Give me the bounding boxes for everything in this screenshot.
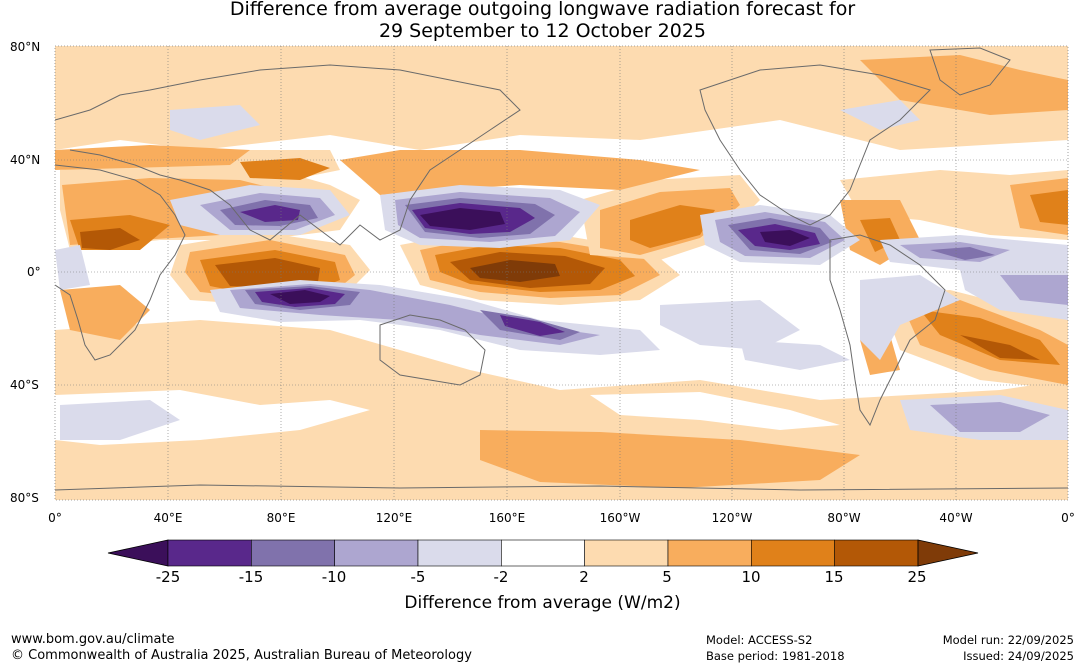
- lat-label-40n: 40°N: [10, 153, 41, 167]
- lon-label-0-west: 0°: [48, 511, 62, 525]
- map-title-line2: 29 September to 12 October 2025: [378, 20, 707, 42]
- europe-asia-outline: [55, 64, 521, 246]
- lat-label-equator: 0°: [27, 265, 41, 279]
- coastlines: [55, 47, 1068, 491]
- colorbar-cell: [501, 539, 585, 567]
- footer-issued: Issued: 24/09/2025: [963, 649, 1074, 663]
- colorbar-cells: [167, 539, 919, 567]
- lon-label-40w: 40°W: [939, 511, 973, 525]
- antarctica-outline: [55, 484, 1068, 491]
- lon-label-160e: 160°E: [488, 511, 526, 525]
- greenland-outline: [929, 47, 1011, 96]
- lon-label-120w: 120°W: [711, 511, 753, 525]
- colorbar-cell: [584, 539, 669, 567]
- footer-model: Model: ACCESS-S2: [706, 633, 813, 647]
- lon-label-40e: 40°E: [153, 511, 183, 525]
- colorbar-tick: -10: [321, 568, 347, 586]
- colorbar-extend-low: [107, 539, 169, 567]
- graticule: [55, 46, 1068, 500]
- footer-website: www.bom.gov.au/climate: [11, 632, 175, 647]
- colorbar-cell: [251, 539, 335, 567]
- colorbar: [107, 539, 979, 567]
- lon-label-80e: 80°E: [266, 511, 296, 525]
- lat-label-80n: 80°N: [10, 40, 41, 54]
- colorbar-tick: 15: [824, 568, 844, 586]
- lat-label-40s: 40°S: [10, 378, 39, 392]
- map-frame: [54, 45, 1069, 501]
- lon-label-0-east: 0°: [1061, 511, 1075, 525]
- south-america-outline: [829, 234, 946, 427]
- colorbar-cell: [334, 539, 419, 567]
- lat-label-80s: 80°S: [10, 491, 39, 505]
- africa-outline: [55, 164, 186, 361]
- lon-label-160w: 160°W: [599, 511, 641, 525]
- colorbar-extend-high: [917, 539, 979, 567]
- footer-model-run: Model run: 22/09/2025: [942, 633, 1074, 647]
- colorbar-tick: -25: [155, 568, 181, 586]
- colorbar-tick: 2: [579, 568, 589, 586]
- colorbar-tick: 10: [741, 568, 761, 586]
- anomaly-field: [55, 46, 1068, 500]
- lon-label-80w: 80°W: [827, 511, 861, 525]
- map-title-line1: Difference from average outgoing longwav…: [229, 0, 856, 20]
- colorbar-tick: 5: [662, 568, 672, 586]
- colorbar-tick: 25: [907, 568, 927, 586]
- colorbar-cell: [667, 539, 752, 567]
- colorbar-label: Difference from average (W/m2): [404, 593, 681, 613]
- colorbar-tick: -15: [238, 568, 264, 586]
- colorbar-cell: [417, 539, 502, 567]
- negative-anomaly-regions: [55, 100, 1068, 440]
- colorbar-cell: [834, 539, 919, 567]
- colorbar-cell: [167, 539, 252, 567]
- australia-outline: [379, 314, 486, 386]
- colorbar-tick: -5: [410, 568, 426, 586]
- lon-label-120e: 120°E: [375, 511, 413, 525]
- colorbar-tick: -2: [493, 568, 509, 586]
- footer-copyright: © Commonwealth of Australia 2025, Austra…: [11, 648, 472, 663]
- colorbar-cell: [751, 539, 835, 567]
- footer-base-period: Base period: 1981-2018: [706, 649, 845, 663]
